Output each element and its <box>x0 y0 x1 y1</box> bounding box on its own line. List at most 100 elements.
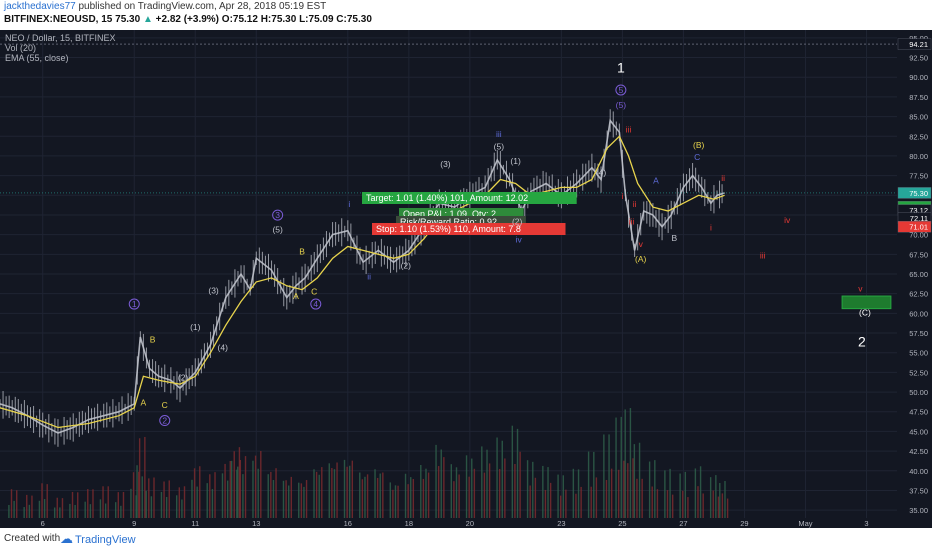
x-tick-label: May <box>798 519 812 528</box>
wave-label: B <box>299 246 305 256</box>
y-tick-label: 85.00 <box>909 113 928 122</box>
volume-bar <box>617 469 620 518</box>
volume-bar <box>138 438 141 518</box>
wave-label: (5) <box>272 224 283 234</box>
tradingview-logo[interactable]: ☁ TradingView <box>60 531 136 547</box>
volume-bar <box>331 468 333 518</box>
x-tick-label: 20 <box>466 519 474 528</box>
volume-bar <box>181 499 183 518</box>
price-tag: 75.30 <box>909 189 928 198</box>
wave-label: v <box>858 283 863 293</box>
wave-label: (2) <box>401 260 412 270</box>
volume-bar <box>627 463 629 518</box>
stop-label[interactable]: Stop: 1.10 (1.53%) 110, Amount: 7.8 <box>372 223 566 235</box>
volume-bar <box>193 468 196 518</box>
volume-bar <box>168 480 170 518</box>
target-box <box>841 295 892 310</box>
volume-bar <box>544 489 547 518</box>
volume-bar <box>623 460 625 518</box>
price-tag: 94.21 <box>909 40 928 49</box>
symbol-quote: BITFINEX:NEOUSD, 15 75.30 ▲ +2.82 (+3.9%… <box>4 14 372 25</box>
volume-bar <box>694 468 697 518</box>
y-tick-label: 52.50 <box>909 368 928 377</box>
chart-panel[interactable]: Target: 1.01 (1.40%) 101, Amount: 12.02 O… <box>0 30 932 528</box>
up-arrow-icon: ▲ <box>142 14 153 25</box>
wave-circle <box>272 209 284 221</box>
wave-label: (1) <box>510 156 521 166</box>
volume-bar <box>437 466 440 518</box>
volume-bar <box>260 450 262 518</box>
price-tag: 73.12 <box>909 206 928 215</box>
x-tick-label: 27 <box>679 519 687 528</box>
volume-bar <box>501 440 503 518</box>
wave-label: A <box>293 291 299 301</box>
volume-bar <box>132 472 135 518</box>
brand-name: TradingView <box>75 534 136 546</box>
volume-bar <box>31 495 33 518</box>
price-line <box>0 118 725 434</box>
price-chart[interactable]: Target: 1.01 (1.40%) 101, Amount: 12.02 O… <box>0 30 932 528</box>
risk-reward-label-text: Risk/Reward Ratio: 0.92 <box>400 217 497 227</box>
volume-bar <box>376 477 379 518</box>
volume-bar <box>141 476 143 518</box>
volume-bar <box>13 500 15 518</box>
volume-bar <box>648 461 651 518</box>
volume-bar <box>425 468 427 518</box>
volume-bar <box>465 455 468 518</box>
volume-bar <box>148 478 150 518</box>
volume-bar <box>226 480 229 518</box>
price-tag-bg <box>897 187 932 199</box>
volume-bar <box>610 468 613 518</box>
volume-bar <box>547 467 549 518</box>
y-tick-label: 90.00 <box>909 73 928 82</box>
volume-bar <box>699 466 702 518</box>
wave-label: iii <box>626 124 632 134</box>
volume-bar <box>389 482 391 518</box>
target-label[interactable]: Target: 1.01 (1.40%) 101, Amount: 12.02 <box>362 192 577 204</box>
volume-bar <box>651 486 653 518</box>
wave-label: C <box>311 286 317 296</box>
volume-bar <box>629 408 632 518</box>
volume-bar <box>252 460 254 518</box>
wave-label: (4) <box>596 168 607 178</box>
volume-bar <box>559 495 562 518</box>
volume-bar <box>717 496 720 518</box>
y-tick-label: 60.00 <box>909 309 928 318</box>
volume-bar <box>608 434 610 518</box>
volume-bar <box>77 492 79 518</box>
volume-bar <box>684 471 687 518</box>
volume-bar <box>136 465 138 518</box>
volume-bar <box>303 486 305 518</box>
wave-label: 2 <box>858 333 866 349</box>
volume-bar <box>471 458 473 518</box>
volume-bar <box>349 465 351 518</box>
volume-bar <box>587 451 590 518</box>
wave-label: C <box>694 152 700 162</box>
volume-bar <box>364 476 366 518</box>
author-link[interactable]: jackthedavies77 <box>4 1 76 12</box>
publish-header: jackthedavies77 published on TradingView… <box>0 0 932 30</box>
last-price: 75.30 <box>115 14 141 25</box>
y-tick-label: 45.00 <box>909 427 928 436</box>
volume-bar <box>233 451 235 518</box>
volume-bar <box>590 486 592 518</box>
x-tick-label: 16 <box>344 519 352 528</box>
volume-bar <box>160 491 163 518</box>
y-tick-label: 70.00 <box>909 231 928 240</box>
volume-bar <box>321 467 323 518</box>
ohlc-values: O:75.12 H:75.30 L:75.09 C:75.30 <box>221 14 372 25</box>
volume-bar <box>229 460 231 518</box>
volume-bar <box>104 503 107 518</box>
volume-bar <box>43 499 46 518</box>
volume-bar <box>483 472 486 518</box>
volume-bar <box>562 475 564 518</box>
volume-bar <box>443 457 445 518</box>
volume-bar <box>620 416 622 518</box>
price-axis <box>897 30 932 528</box>
volume-bar <box>516 428 519 518</box>
volume-bar <box>102 486 104 518</box>
volume-bar <box>575 493 577 518</box>
volume-bar <box>410 477 412 518</box>
wave-label: ii <box>367 272 371 282</box>
volume-bar <box>144 436 146 518</box>
